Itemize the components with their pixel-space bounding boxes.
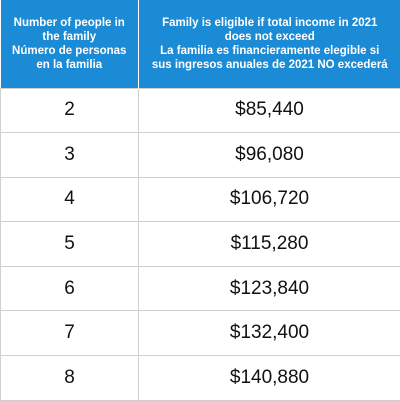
income-limit-cell: $132,400	[139, 311, 400, 356]
income-limit-cell: $106,720	[139, 177, 400, 222]
income-limit-cell: $140,880	[139, 356, 400, 401]
header-income-limit-line: Family is eligible if total income in 20…	[143, 16, 397, 30]
table-row: 6 $123,840	[1, 266, 400, 311]
family-size-cell: 7	[1, 311, 139, 356]
header-family-size-line: Number of people in	[5, 16, 135, 30]
table-row: 4 $106,720	[1, 177, 400, 222]
table-row: 2 $85,440	[1, 88, 400, 133]
family-size-cell: 2	[1, 88, 139, 133]
header-family-size: Number of people in the family Número de…	[1, 0, 139, 88]
income-limit-cell: $123,840	[139, 266, 400, 311]
table-row: 3 $96,080	[1, 133, 400, 178]
table-row: 7 $132,400	[1, 311, 400, 356]
family-size-cell: 8	[1, 356, 139, 401]
header-income-limit-line: does not exceed	[143, 30, 397, 44]
income-limit-cell: $85,440	[139, 88, 400, 133]
header-income-limit-line: sus ingresos anuales de 2021 NO excederá	[143, 58, 397, 72]
family-size-cell: 4	[1, 177, 139, 222]
family-size-cell: 3	[1, 133, 139, 178]
family-size-cell: 6	[1, 266, 139, 311]
table-row: 8 $140,880	[1, 356, 400, 401]
income-limit-cell: $96,080	[139, 133, 400, 178]
income-limit-cell: $115,280	[139, 222, 400, 267]
header-family-size-line: en la familia	[5, 58, 135, 72]
table-row: 5 $115,280	[1, 222, 400, 267]
family-size-cell: 5	[1, 222, 139, 267]
header-income-limit: Family is eligible if total income in 20…	[139, 0, 400, 88]
table-header-row: Number of people in the family Número de…	[1, 0, 400, 88]
header-family-size-line: Número de personas	[5, 44, 135, 58]
header-family-size-line: the family	[5, 30, 135, 44]
header-income-limit-line: La familia es financieramente elegible s…	[143, 44, 397, 58]
